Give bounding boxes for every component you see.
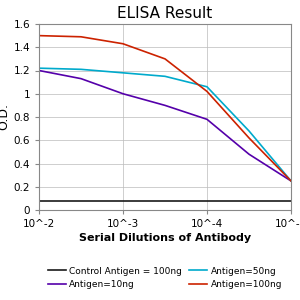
X-axis label: Serial Dilutions of Antibody: Serial Dilutions of Antibody (79, 233, 251, 243)
Line: Antigen=50ng: Antigen=50ng (39, 68, 291, 181)
Antigen=10ng (121, 92, 125, 95)
Antigen=50ng (163, 74, 167, 78)
Control Antigen = 100ng (247, 199, 251, 202)
Antigen=10ng (37, 69, 41, 72)
Y-axis label: O.D.: O.D. (0, 103, 11, 130)
Control Antigen = 100ng (79, 199, 83, 202)
Antigen=50ng (205, 85, 209, 88)
Antigen=100ng (121, 42, 125, 46)
Title: ELISA Result: ELISA Result (117, 6, 213, 21)
Control Antigen = 100ng (37, 199, 41, 202)
Control Antigen = 100ng (163, 199, 167, 202)
Antigen=100ng (205, 90, 209, 93)
Antigen=100ng (163, 57, 167, 61)
Antigen=100ng (79, 35, 83, 39)
Antigen=50ng (289, 179, 293, 183)
Antigen=10ng (205, 118, 209, 121)
Line: Antigen=100ng: Antigen=100ng (39, 36, 291, 181)
Line: Antigen=10ng: Antigen=10ng (39, 70, 291, 181)
Legend: Control Antigen = 100ng, Antigen=10ng, Antigen=50ng, Antigen=100ng: Control Antigen = 100ng, Antigen=10ng, A… (47, 267, 283, 289)
Control Antigen = 100ng (289, 199, 293, 202)
Antigen=100ng (37, 34, 41, 38)
Control Antigen = 100ng (205, 199, 209, 202)
Antigen=100ng (247, 136, 251, 140)
Antigen=50ng (37, 66, 41, 70)
Antigen=10ng (163, 103, 167, 107)
Antigen=10ng (289, 179, 293, 183)
Antigen=10ng (79, 77, 83, 80)
Antigen=100ng (289, 179, 293, 183)
Antigen=10ng (247, 152, 251, 156)
Antigen=50ng (79, 68, 83, 71)
Antigen=50ng (247, 129, 251, 133)
Control Antigen = 100ng (121, 199, 125, 202)
Antigen=50ng (121, 71, 125, 75)
